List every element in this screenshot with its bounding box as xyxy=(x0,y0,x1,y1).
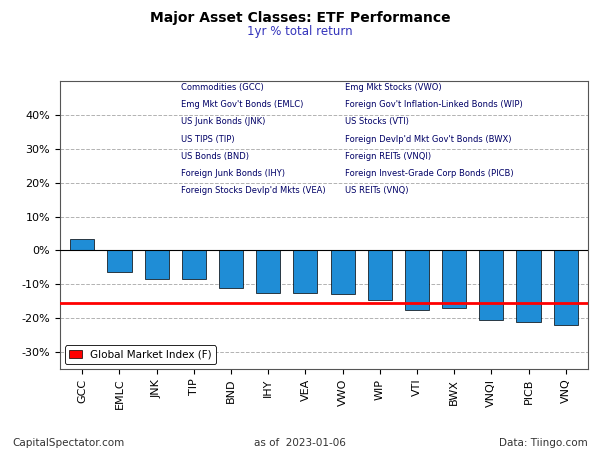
Text: Foreign Invest-Grade Corp Bonds (PICB): Foreign Invest-Grade Corp Bonds (PICB) xyxy=(345,169,514,178)
Text: Emg Mkt Gov't Bonds (EMLC): Emg Mkt Gov't Bonds (EMLC) xyxy=(181,100,304,109)
Bar xyxy=(70,238,94,250)
Text: US Bonds (BND): US Bonds (BND) xyxy=(181,152,250,161)
Bar xyxy=(182,250,206,279)
Text: Commodities (GCC): Commodities (GCC) xyxy=(181,83,264,92)
Bar xyxy=(405,250,429,310)
Bar xyxy=(517,250,541,322)
Text: Foreign Devlp'd Mkt Gov't Bonds (BWX): Foreign Devlp'd Mkt Gov't Bonds (BWX) xyxy=(345,135,512,144)
Text: Foreign Gov't Inflation-Linked Bonds (WIP): Foreign Gov't Inflation-Linked Bonds (WI… xyxy=(345,100,523,109)
Text: US REITs (VNQ): US REITs (VNQ) xyxy=(345,186,409,195)
Text: US TIPS (TIP): US TIPS (TIP) xyxy=(181,135,235,144)
Text: Major Asset Classes: ETF Performance: Major Asset Classes: ETF Performance xyxy=(149,11,451,25)
Bar xyxy=(368,250,392,300)
Text: US Stocks (VTI): US Stocks (VTI) xyxy=(345,117,409,126)
Text: CapitalSpectator.com: CapitalSpectator.com xyxy=(12,438,124,448)
Text: US Junk Bonds (JNK): US Junk Bonds (JNK) xyxy=(181,117,266,126)
Text: Foreign REITs (VNQI): Foreign REITs (VNQI) xyxy=(345,152,431,161)
Bar xyxy=(479,250,503,320)
Text: as of  2023-01-06: as of 2023-01-06 xyxy=(254,438,346,448)
Bar xyxy=(219,250,243,288)
Legend: Global Market Index (F): Global Market Index (F) xyxy=(65,346,216,364)
Bar xyxy=(331,250,355,294)
Text: Foreign Junk Bonds (IHY): Foreign Junk Bonds (IHY) xyxy=(181,169,286,178)
Text: Data: Tiingo.com: Data: Tiingo.com xyxy=(499,438,588,448)
Text: Foreign Stocks Devlp'd Mkts (VEA): Foreign Stocks Devlp'd Mkts (VEA) xyxy=(181,186,326,195)
Text: Emg Mkt Stocks (VWO): Emg Mkt Stocks (VWO) xyxy=(345,83,442,92)
Bar xyxy=(442,250,466,308)
Bar xyxy=(554,250,578,325)
Bar xyxy=(293,250,317,293)
Bar xyxy=(107,250,131,272)
Bar xyxy=(145,250,169,279)
Bar xyxy=(256,250,280,293)
Text: 1yr % total return: 1yr % total return xyxy=(247,25,353,38)
